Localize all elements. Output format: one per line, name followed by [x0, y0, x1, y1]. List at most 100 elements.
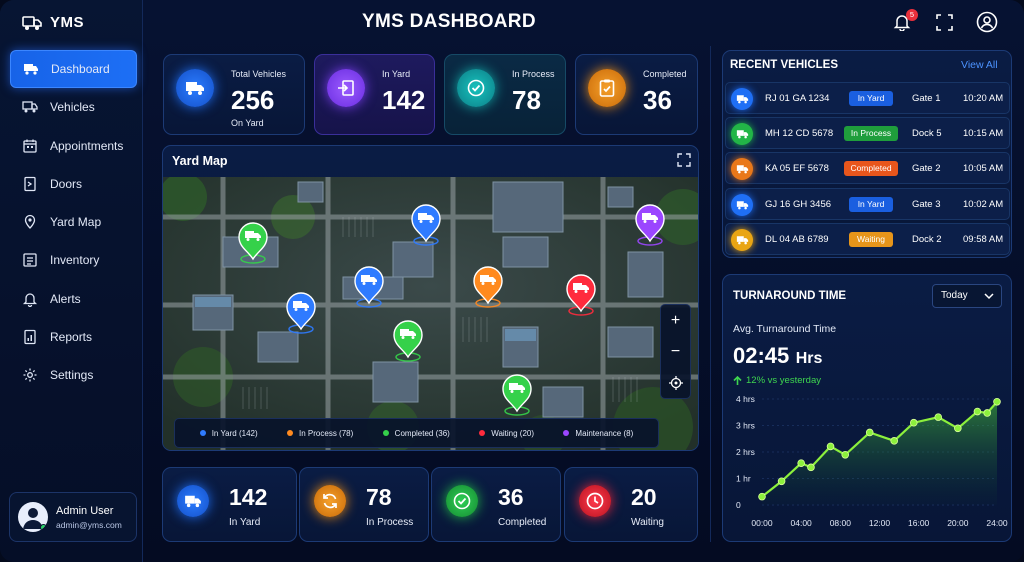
- stat-label: In Yard: [229, 517, 261, 528]
- truck-icon: [185, 495, 201, 508]
- sidebar-item-settings[interactable]: Settings: [10, 356, 137, 394]
- map-pin[interactable]: [502, 374, 532, 416]
- stat-value: 36: [643, 85, 672, 115]
- truck-icon: [736, 95, 748, 104]
- stat-card-in-process[interactable]: In Process 78: [444, 54, 566, 135]
- metric-value-group: 02:45 Hrs: [733, 343, 822, 369]
- stat-label: Waiting: [631, 517, 664, 528]
- online-status-dot: [40, 524, 47, 531]
- y-tick-label: 4 hrs: [736, 395, 755, 404]
- sidebar-item-dashboard[interactable]: Dashboard: [10, 50, 137, 88]
- yard-map-title: Yard Map: [172, 154, 228, 168]
- data-point: [909, 418, 918, 427]
- table-row[interactable]: GJ 16 GH 3456 In Yard Gate 3 10:02 AM: [725, 187, 1010, 220]
- bottom-stat-waiting[interactable]: 20 Waiting: [564, 467, 698, 542]
- map-pin[interactable]: [354, 266, 384, 308]
- truck-icon: [24, 64, 38, 75]
- avatar: [18, 502, 48, 532]
- notification-bell-icon[interactable]: [893, 13, 911, 31]
- sidebar-item-yard-map[interactable]: Yard Map: [10, 203, 137, 241]
- turnaround-title: TURNAROUND TIME: [733, 290, 847, 302]
- sidebar-item-doors[interactable]: Doors: [10, 165, 137, 203]
- vehicle-gate: Gate 2: [912, 163, 941, 175]
- vehicle-gate: Dock 2: [912, 233, 942, 245]
- map-pin[interactable]: [238, 222, 268, 264]
- map-pin[interactable]: [473, 266, 503, 308]
- status-badge: In Process: [844, 126, 898, 142]
- truck-icon: [480, 275, 496, 285]
- metric-unit: Hrs: [795, 350, 823, 367]
- stat-card-completed[interactable]: Completed 36: [575, 54, 698, 135]
- truck-icon: [736, 236, 748, 245]
- truck-logo-icon: [22, 15, 42, 30]
- brand[interactable]: YMS: [22, 14, 84, 31]
- data-point: [890, 437, 898, 445]
- sidebar: YMS Dashboard Vehicles Appointments Door…: [0, 0, 143, 562]
- enter-icon: [338, 80, 354, 96]
- bottom-stat-in-process[interactable]: 78 In Process: [299, 467, 429, 542]
- delta-row: 12% vs yesterday: [733, 375, 821, 386]
- data-point: [807, 463, 815, 472]
- status-badge: Completed: [844, 161, 898, 177]
- sidebar-nav: Dashboard Vehicles Appointments Doors Ya…: [10, 50, 137, 395]
- data-point: [841, 450, 850, 459]
- truck-icon: [293, 301, 309, 311]
- user-card[interactable]: Admin User admin@yms.com: [9, 492, 137, 542]
- table-row[interactable]: MH 12 CD 5678 In Process Dock 5 10:15 AM: [725, 117, 1010, 150]
- status-badge: In Yard: [849, 91, 893, 106]
- door-icon: [24, 176, 36, 192]
- table-row[interactable]: RJ 01 GA 1234 In Yard Gate 1 10:20 AM: [725, 82, 1010, 114]
- map-pin[interactable]: [635, 204, 665, 246]
- zoom-in-button[interactable]: +: [670, 311, 681, 329]
- sidebar-item-alerts[interactable]: Alerts: [10, 280, 137, 318]
- clock-icon: [586, 492, 604, 510]
- range-select[interactable]: Today: [932, 284, 1002, 308]
- x-tick-label: 16:00: [908, 518, 930, 528]
- expand-icon[interactable]: [677, 153, 691, 167]
- stat-value: 142: [382, 85, 426, 115]
- yard-map[interactable]: [163, 177, 698, 450]
- stat-icon: [446, 485, 478, 517]
- stat-value: 256: [231, 85, 275, 115]
- x-tick-label: 04:00: [791, 518, 813, 528]
- status-badge: In Yard: [849, 196, 893, 212]
- map-pin[interactable]: [566, 274, 596, 316]
- bottom-stat-completed[interactable]: 36 Completed: [431, 467, 561, 542]
- stat-card-total-vehicles[interactable]: Total Vehicles 256 On Yard: [163, 54, 305, 135]
- stat-card-in-yard[interactable]: In Yard 142: [314, 54, 435, 135]
- vehicle-plate: RJ 01 GA 1234: [765, 93, 830, 104]
- truck-icon: [736, 200, 748, 209]
- vehicle-icon-badge: [731, 193, 753, 216]
- sidebar-item-vehicles[interactable]: Vehicles: [10, 88, 137, 126]
- table-row[interactable]: DL 04 AB 6789 Waiting Dock 2 09:58 AM: [725, 222, 1010, 255]
- brand-name: YMS: [50, 14, 85, 31]
- sidebar-item-label: Vehicles: [50, 100, 95, 115]
- sidebar-item-appointments[interactable]: Appointments: [10, 127, 137, 165]
- x-tick-label: 12:00: [869, 518, 891, 528]
- view-all-link[interactable]: View All: [961, 59, 998, 71]
- data-point: [954, 424, 962, 433]
- map-pin[interactable]: [411, 204, 441, 246]
- table-row[interactable]: KA 05 EF 5678 Completed Gate 2 10:05 AM: [725, 152, 1010, 185]
- fullscreen-icon[interactable]: [936, 14, 953, 31]
- profile-icon[interactable]: [976, 11, 998, 33]
- truck-icon: [361, 275, 377, 285]
- metric-value: 02:45: [733, 343, 790, 368]
- page-title: YMS DASHBOARD: [362, 11, 536, 32]
- data-point: [993, 397, 1001, 406]
- sidebar-item-inventory[interactable]: Inventory: [10, 241, 137, 279]
- refresh-icon: [323, 493, 337, 509]
- map-pin[interactable]: [286, 292, 316, 334]
- map-pin[interactable]: [393, 320, 423, 362]
- map-legend: In Yard (142) In Process (78) Completed …: [174, 418, 659, 448]
- locate-button[interactable]: [661, 367, 690, 398]
- sidebar-item-label: Alerts: [50, 291, 81, 306]
- truck-icon: [245, 231, 261, 241]
- sidebar-item-reports[interactable]: Reports: [10, 318, 137, 356]
- stat-label: In Process: [512, 69, 555, 79]
- zoom-out-button[interactable]: −: [670, 342, 681, 360]
- bottom-stat-in-yard[interactable]: 142 In Yard: [162, 467, 297, 542]
- stat-value: 20: [631, 484, 657, 510]
- recent-vehicles-title: RECENT VEHICLES: [730, 59, 838, 71]
- turnaround-chart: 0 1 hr 2 hrs 3 hrs 4 hrs 00:00 04:00 08:00 12:00…: [736, 395, 1008, 528]
